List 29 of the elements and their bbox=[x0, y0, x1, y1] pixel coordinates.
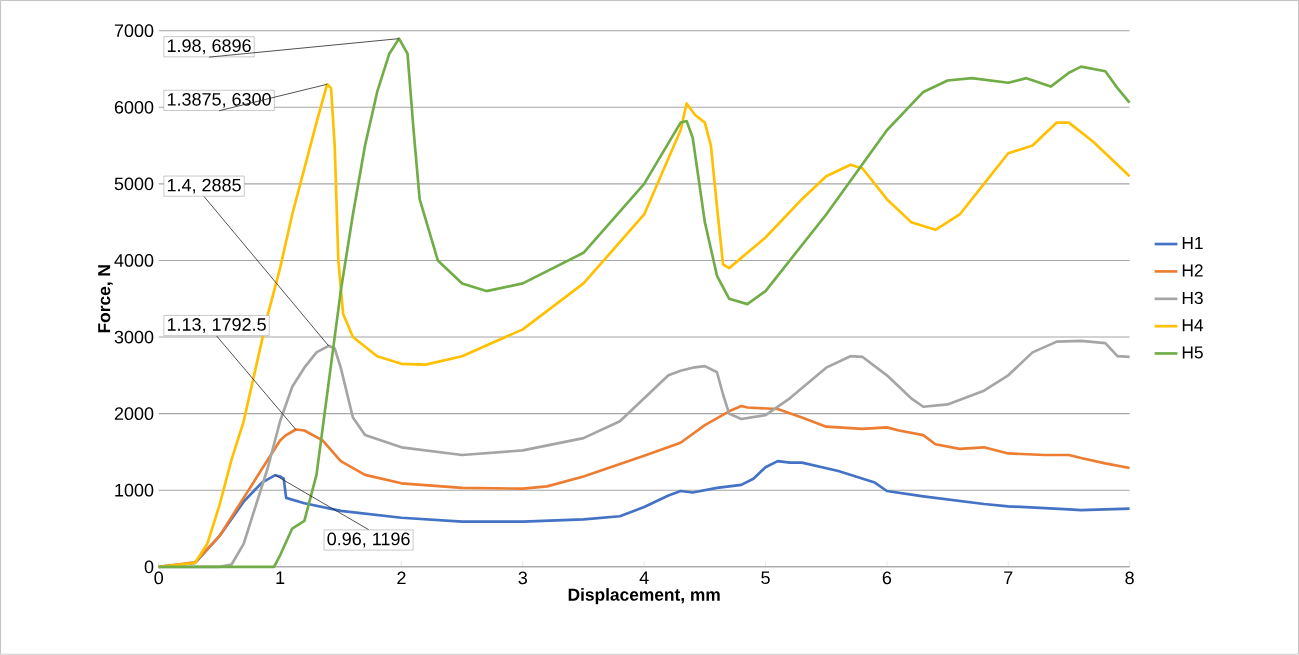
x-axis-title: Displacement, mm bbox=[568, 588, 720, 605]
legend-label: H4 bbox=[1182, 319, 1204, 332]
y-tick-label: 5000 bbox=[114, 177, 154, 191]
x-tick-label: 2 bbox=[397, 571, 406, 585]
annotation: 1.3875, 6300 bbox=[167, 93, 271, 108]
legend-label: H5 bbox=[1182, 346, 1203, 359]
legend-label: H2 bbox=[1182, 264, 1203, 277]
x-tick-label: 4 bbox=[639, 571, 649, 584]
y-tick-label: 0 bbox=[144, 560, 154, 574]
x-tick-label: 6 bbox=[882, 571, 892, 585]
annotation: 1.13, 1792.5 bbox=[167, 318, 266, 334]
y-tick-label: 2000 bbox=[114, 407, 154, 421]
y-tick-label: 3000 bbox=[114, 330, 154, 344]
annotation: 1.4, 2885 bbox=[167, 178, 241, 194]
x-tick-label: 5 bbox=[761, 571, 770, 585]
x-tick-label: 8 bbox=[1125, 571, 1134, 585]
x-tick-label: 1 bbox=[276, 571, 285, 584]
y-tick-label: 1000 bbox=[115, 483, 154, 497]
y-tick-label: 6000 bbox=[114, 100, 154, 114]
x-tick-label: 3 bbox=[518, 571, 528, 585]
annotation: 1.98, 6896 bbox=[167, 39, 251, 55]
legend-label: H3 bbox=[1182, 291, 1203, 305]
y-tick-label: 4000 bbox=[114, 254, 154, 267]
legend-label: H1 bbox=[1182, 237, 1203, 250]
annotation: 0.96, 1196 bbox=[327, 532, 410, 548]
x-tick-label: 7 bbox=[1004, 571, 1013, 584]
y-axis-title: Force, N bbox=[98, 265, 113, 333]
x-tick-label: 0 bbox=[154, 571, 164, 585]
y-tick-label: 7000 bbox=[114, 24, 154, 38]
